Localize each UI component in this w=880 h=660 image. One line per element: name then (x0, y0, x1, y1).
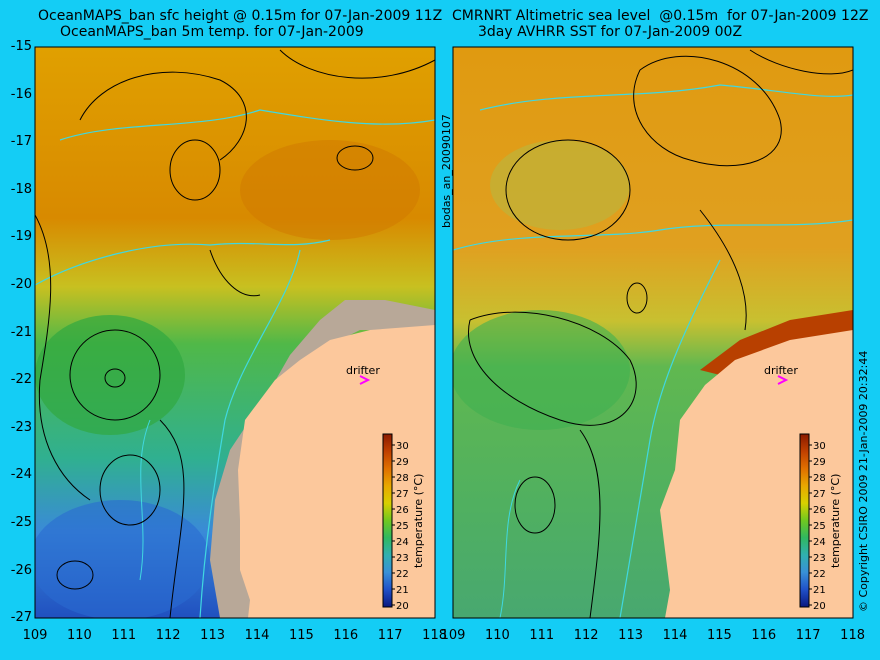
x-tick-label: 118 (840, 628, 865, 643)
colorbar-tick-label: 20 (396, 601, 409, 612)
x-tick-label: 116 (751, 628, 777, 643)
y-tick-label: -22 (10, 372, 32, 388)
x-tick-label: 113 (200, 628, 225, 643)
colorbar-tick-label: 24 (813, 537, 826, 548)
colorbar-left: 30 29 28 27 26 25 24 23 22 21 20 temperature (°C) (382, 433, 425, 612)
side-label-copyright: © Copyright CSIRO 2009 21-Jan-2009 20:32… (857, 350, 870, 612)
x-tick-label: 116 (333, 628, 359, 643)
right-map (453, 47, 853, 618)
colorbar-tick-label: 29 (813, 457, 826, 468)
y-tick-label: -16 (10, 86, 32, 102)
right-title-line2: 3day AVHRR SST for 07-Jan-2009 00Z (478, 24, 743, 40)
colorbar-tick-label: 22 (813, 569, 826, 580)
y-tick-label: -18 (10, 181, 32, 197)
colorbar-tick-label: 23 (813, 553, 826, 564)
drifter-marker-left (359, 375, 371, 385)
x-tick-label: 114 (244, 628, 270, 643)
colorbar-tick-label: 26 (813, 505, 826, 516)
x-tick-label: 113 (618, 628, 643, 643)
colorbar-tick-label: 21 (396, 585, 409, 596)
x-tick-label: 115 (706, 628, 732, 643)
colorbar-tick-label: 23 (396, 553, 409, 564)
colorbar-title-left: temperature (°C) (412, 474, 425, 568)
x-tick-label: 112 (155, 628, 181, 643)
x-tick-label: 115 (288, 628, 314, 643)
x-tick-label: 109 (22, 628, 48, 643)
colorbar-tick-label: 28 (813, 473, 826, 484)
x-tick-label: 111 (529, 628, 555, 643)
x-tick-label: 111 (111, 628, 137, 643)
colorbar-tick-label: 29 (396, 457, 409, 468)
colorbar-tick-label: 30 (813, 441, 826, 452)
colorbar-title-right: temperature (°C) (829, 474, 842, 568)
x-tick-label: 117 (795, 628, 821, 643)
colorbar-tick-label: 20 (813, 601, 826, 612)
left-title-line1: OceanMAPS_ban sfc height @ 0.15m for 07-… (38, 8, 443, 24)
y-tick-label: -25 (10, 515, 32, 530)
colorbar-tick-label: 25 (396, 521, 409, 532)
left-title-line2: OceanMAPS_ban 5m temp. for 07-Jan-2009 (60, 24, 364, 40)
colorbar-tick-label: 30 (396, 441, 409, 452)
drifter-marker-right (777, 375, 789, 385)
x-tick-label: 114 (662, 628, 688, 643)
y-tick-label: -21 (10, 324, 32, 340)
colorbar-tick-label: 22 (396, 569, 409, 580)
x-tick-label: 112 (573, 628, 599, 643)
colorbar-right: 30 29 28 27 26 25 24 23 22 21 20 temperature (°C) (799, 433, 842, 612)
y-tick-label: -20 (10, 277, 32, 292)
y-tick-label: -23 (10, 419, 32, 435)
colorbar-tick-label: 26 (396, 505, 409, 516)
left-map (35, 47, 435, 618)
x-tick-label: 117 (377, 628, 403, 643)
x-tick-label: 110 (484, 628, 510, 643)
drifter-label-right: drifter (764, 364, 798, 377)
x-tick-label: 109 (440, 628, 466, 643)
colorbar-tick-label: 24 (396, 537, 409, 548)
colorbar-tick-label: 21 (813, 585, 826, 596)
side-label-mid: bodas_an_20090107 (440, 114, 453, 228)
colorbar-tick-label: 25 (813, 521, 826, 532)
y-tick-label: -15 (10, 39, 32, 54)
y-tick-label: -19 (10, 229, 32, 245)
colorbar-tick-label: 27 (813, 489, 826, 500)
colorbar-tick-label: 27 (396, 489, 409, 500)
y-tick-label: -26 (10, 562, 32, 578)
y-tick-label: -24 (10, 467, 32, 483)
colorbar-tick-label: 28 (396, 473, 409, 484)
x-tick-label: 110 (66, 628, 92, 643)
y-tick-label: -27 (10, 610, 32, 626)
x-tick-label: 118 (422, 628, 447, 643)
right-title-line1: CMRNRT Altimetric sea level @0.15m for 0… (452, 8, 869, 24)
drifter-label-left: drifter (346, 364, 380, 377)
y-tick-label: -17 (10, 134, 32, 150)
